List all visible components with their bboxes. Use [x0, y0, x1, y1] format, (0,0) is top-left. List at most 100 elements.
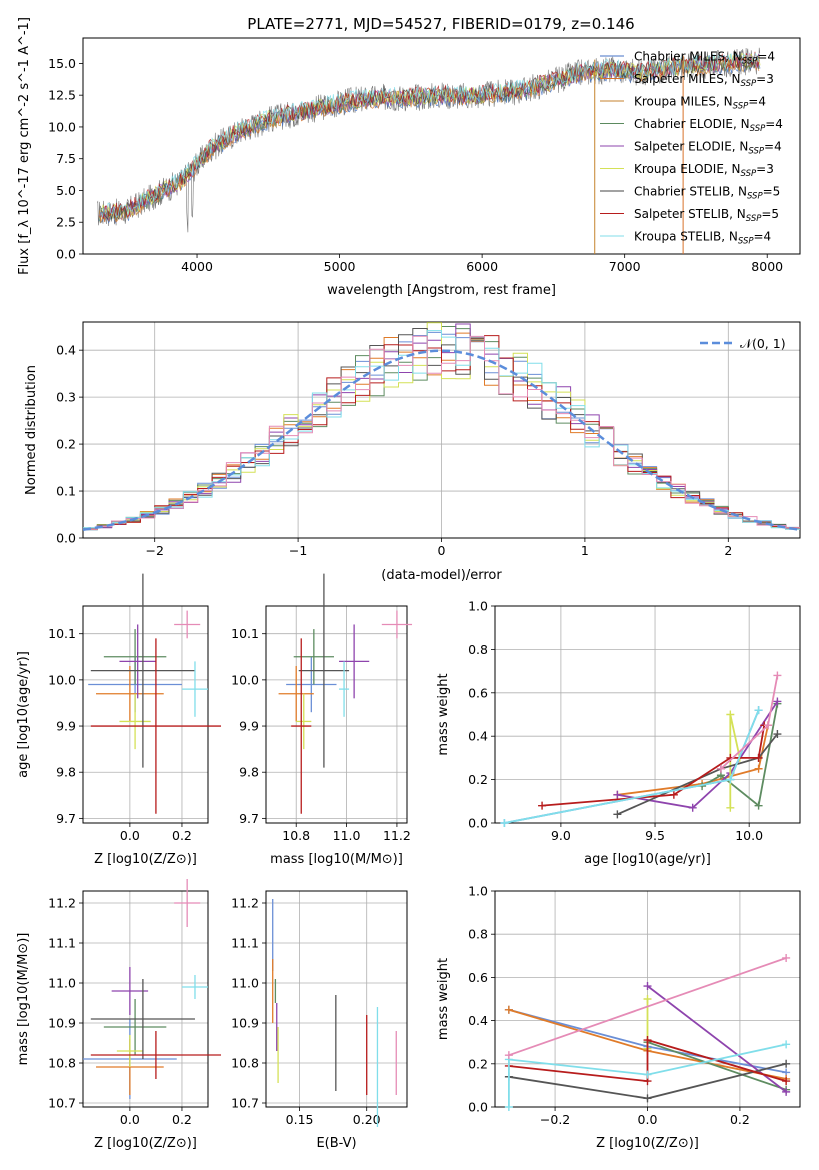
y-axis-label: mass weight: [436, 673, 451, 755]
y-tick-label: 0.4: [468, 1013, 488, 1028]
y-tick-label: 11.2: [48, 896, 76, 911]
legend-entry: Salpeter MILES, NSSP=3: [634, 72, 774, 89]
residual-histogram-panel: −2 −1 0 1 2 0.0 0.1 0.2 0.3 0.4 (data-model)/error…: [24, 321, 801, 583]
axes-frame: [265, 890, 408, 1108]
y-tick-label: 1.0: [468, 599, 488, 614]
y-tick-label: 11.0: [48, 976, 76, 991]
y-tick-label: 0.4: [468, 729, 488, 744]
mass-weight-marker: [782, 953, 791, 962]
figure-title: PLATE=2771, MJD=54527, FIBERID=0179, z=0…: [247, 15, 634, 33]
legend-entry: Kroupa STELIB, NSSP=4: [634, 230, 771, 247]
legend-entry: Kroupa MILES, NSSP=4: [634, 95, 766, 112]
y-tick-label: 10.1: [48, 626, 76, 641]
spectrum-lines: [97, 47, 761, 254]
mass-weight-marker: [688, 803, 697, 812]
mass-weight-marker: [782, 1059, 791, 1068]
y-tick-label: 0.0: [468, 816, 488, 831]
x-axis-label: age [log10(age/yr)]: [584, 852, 711, 867]
y-tick-label: 11.0: [231, 976, 259, 991]
y-tick-label: 9.8: [56, 765, 76, 780]
x-axis-label: mass [log10(M/M⊙)]: [270, 852, 403, 867]
legend-entry: Salpeter ELODIE, NSSP=4: [634, 140, 782, 157]
y-tick-label: 9.8: [239, 765, 259, 780]
x-axis-label: E(B-V): [316, 1136, 356, 1151]
x-tick-label: −2: [145, 543, 163, 558]
mass-weight-marker: [782, 1087, 791, 1096]
x-axis-label: Z [log10(Z/Z⊙)]: [596, 1136, 699, 1151]
y-tick-label: 10.7: [231, 1096, 259, 1111]
y-tick-label: 0.8: [468, 927, 488, 942]
mass-weight-marker: [504, 1103, 513, 1111]
mass-weight-marker: [754, 753, 763, 762]
y-tick-label: 0.4: [56, 343, 76, 358]
axes-frame: [265, 605, 408, 824]
y-tick-label: 0.0: [56, 531, 76, 546]
y-axis-label: age [log10(age/yr)]: [16, 651, 31, 778]
y-axis-label: mass [log10(M/M⊙)]: [16, 933, 31, 1066]
y-tick-label: 10.1: [231, 626, 259, 641]
x-tick-label: 0.0: [120, 828, 140, 843]
x-tick-label: −1: [289, 543, 307, 558]
mass-weight-line-3: [701, 703, 779, 808]
mass-weight-marker: [643, 1036, 652, 1045]
x-tick-label: 11.2: [383, 828, 411, 843]
spectrum-legend: Chabrier MILES, NSSP=4 Salpeter MILES, NS…: [600, 50, 783, 247]
x-tick-label: 8000: [751, 259, 783, 274]
x-axis-label: (data-model)/error: [381, 568, 502, 583]
y-tick-label: 9.7: [56, 811, 76, 826]
x-axis-label: Z [log10(Z/Z⊙)]: [94, 1136, 197, 1151]
y-tick-label: 10.0: [48, 119, 76, 134]
x-tick-label: 0: [438, 543, 446, 558]
x-tick-label: 4000: [181, 259, 213, 274]
y-tick-label: 10.8: [231, 1056, 259, 1071]
y-tick-label: 9.7: [239, 811, 259, 826]
y-tick-label: 15.0: [48, 56, 76, 71]
y-tick-label: 0.8: [468, 642, 488, 657]
gaussian-curve: [82, 349, 801, 532]
mass-weight-marker: [643, 1070, 652, 1079]
legend-entry: Salpeter STELIB, NSSP=5: [634, 207, 779, 224]
x-tick-label: 9.5: [645, 828, 665, 843]
y-tick-label: 0.3: [56, 390, 76, 405]
y-tick-label: 5.0: [56, 183, 76, 198]
y-tick-label: 11.2: [231, 896, 259, 911]
y-axis-label: Normed distribution: [24, 365, 39, 495]
mass-weight-marker: [716, 764, 725, 773]
mass-weight-marker: [643, 1094, 652, 1103]
mass-weight-marker: [773, 697, 782, 706]
mass-weight-marker: [643, 995, 652, 1003]
y-tick-label: 1.0: [468, 884, 488, 899]
mass-weight-marker: [773, 730, 782, 739]
age-vs-mass-panel: 10.8 11.0 11.2 9.7 9.8 9.9 10.0 10.1 mass [log10…: [231, 573, 413, 867]
model-spectrum-line-8: [100, 51, 760, 220]
y-tick-label: 2.5: [56, 215, 76, 230]
y-tick-label: 0.2: [468, 1056, 488, 1071]
x-tick-label: 10.8: [282, 828, 310, 843]
mass-weight-marker: [726, 775, 735, 784]
mass-weight-line-7: [508, 1038, 787, 1083]
y-tick-label: 12.5: [48, 88, 76, 103]
y-tick-label: 10.0: [231, 672, 259, 687]
y-tick-label: 11.1: [48, 936, 76, 951]
y-tick-label: 11.1: [231, 936, 259, 951]
x-tick-label: 0.0: [638, 1112, 658, 1127]
mass-weight-marker: [613, 810, 622, 819]
mass-weight-marker: [504, 1005, 513, 1014]
x-axis-label: Z [log10(Z/Z⊙)]: [94, 852, 197, 867]
legend-entry: Chabrier ELODIE, NSSP=4: [634, 117, 783, 134]
x-tick-label: 10.0: [735, 828, 763, 843]
axes-frame: [494, 605, 801, 824]
x-tick-label: 1: [581, 543, 589, 558]
mass-weight-marker: [782, 1040, 791, 1049]
mass-weight-marker: [726, 803, 735, 812]
y-tick-label: 0.1: [56, 484, 76, 499]
y-tick-label: 0.6: [468, 970, 488, 985]
mass-weight-marker: [669, 790, 678, 799]
spectrum-panel: 4000 5000 6000 7000 8000 0.0 2.5 5.0 7.5 10.0 12.5…: [17, 17, 801, 298]
mass-weight-marker: [538, 801, 547, 810]
x-tick-label: 6000: [466, 259, 498, 274]
legend-entry: Kroupa ELODIE, NSSP=3: [634, 162, 774, 179]
x-tick-label: 0.15: [286, 1112, 314, 1127]
y-axis-label: Flux [f_λ 10^-17 erg cm^-2 s^-1 A^-1]: [17, 17, 32, 275]
